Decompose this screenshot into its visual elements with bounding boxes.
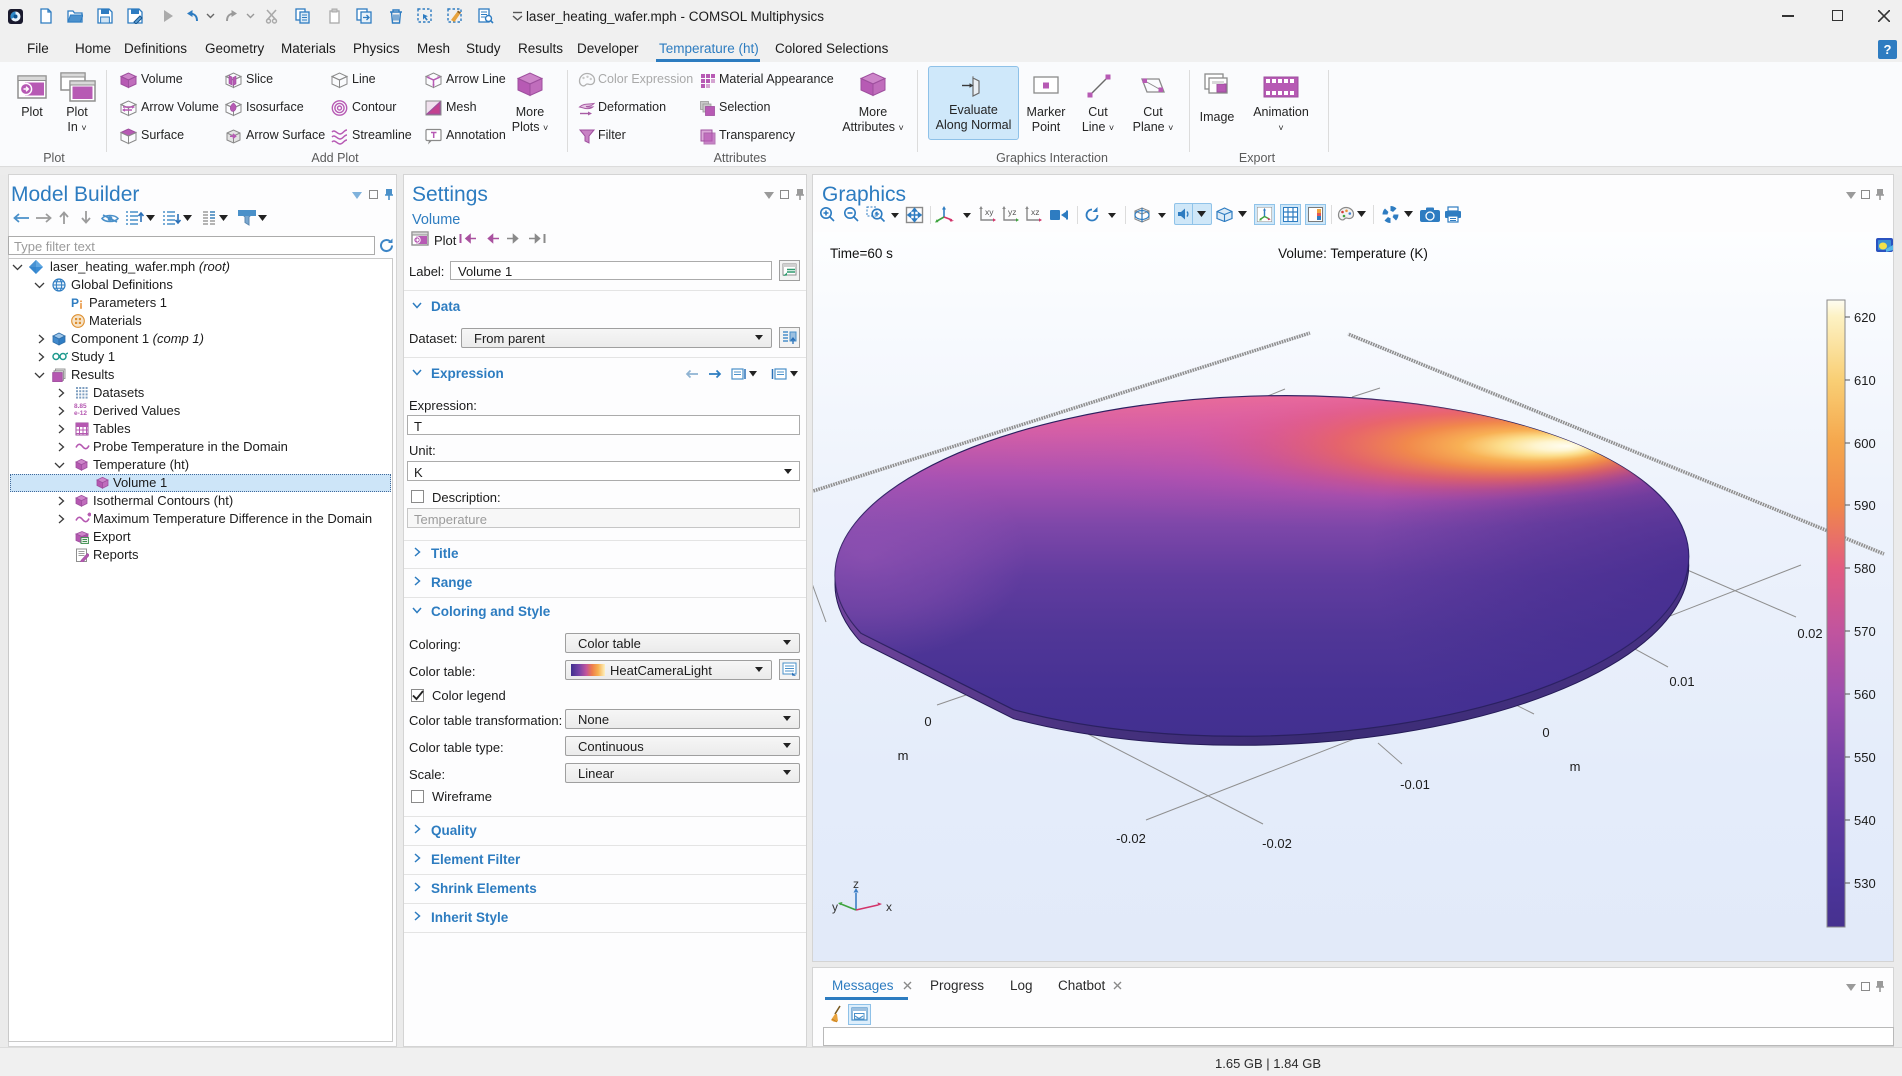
svg-text:-0.02: -0.02 bbox=[1116, 831, 1146, 846]
svg-text:m: m bbox=[1570, 759, 1581, 774]
svg-text:m: m bbox=[898, 748, 909, 763]
svg-text:xy: xy bbox=[985, 207, 994, 217]
svg-text:z: z bbox=[853, 877, 859, 891]
svg-text:530: 530 bbox=[1854, 876, 1876, 891]
svg-text:0.01: 0.01 bbox=[1669, 674, 1694, 689]
svg-text:540: 540 bbox=[1854, 813, 1876, 828]
svg-text:600: 600 bbox=[1854, 436, 1876, 451]
svg-text:0: 0 bbox=[1542, 725, 1549, 740]
svg-text:620: 620 bbox=[1854, 310, 1876, 325]
svg-text:610: 610 bbox=[1854, 373, 1876, 388]
svg-text:yz: yz bbox=[1008, 207, 1017, 217]
svg-text:Volume: Temperature (K): Volume: Temperature (K) bbox=[1278, 246, 1428, 261]
svg-text:580: 580 bbox=[1854, 561, 1876, 576]
svg-text:570: 570 bbox=[1854, 624, 1876, 639]
svg-text:0: 0 bbox=[924, 714, 931, 729]
svg-text:Time=60 s: Time=60 s bbox=[830, 246, 893, 261]
svg-text:560: 560 bbox=[1854, 687, 1876, 702]
svg-text:y: y bbox=[832, 900, 838, 914]
svg-text:0.02: 0.02 bbox=[1797, 626, 1822, 641]
svg-text:-0.01: -0.01 bbox=[1400, 777, 1430, 792]
svg-text:-0.02: -0.02 bbox=[1262, 836, 1292, 851]
svg-text:590: 590 bbox=[1854, 498, 1876, 513]
svg-text:xz: xz bbox=[1031, 207, 1040, 217]
svg-text:550: 550 bbox=[1854, 750, 1876, 765]
svg-text:x: x bbox=[886, 900, 892, 914]
